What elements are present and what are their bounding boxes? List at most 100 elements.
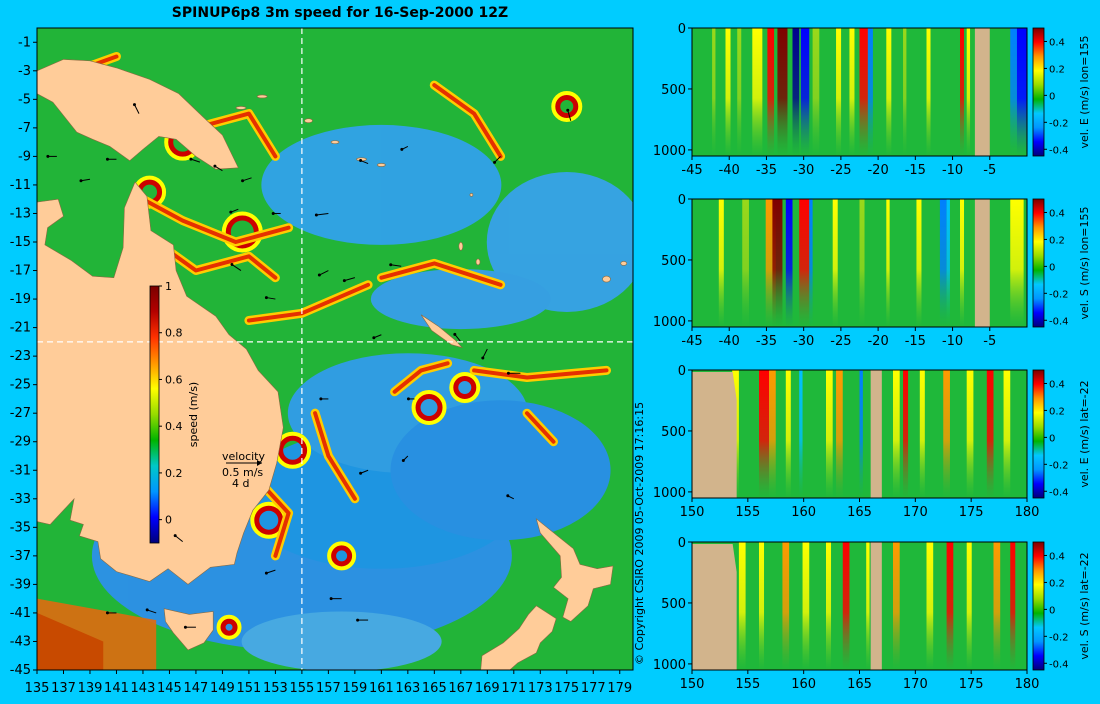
section-field [692, 28, 1027, 156]
section-stripe [785, 370, 791, 498]
section-colorbar-tick-label: 0.4 [1049, 208, 1065, 219]
velocity-arrow [390, 264, 402, 267]
section-stripe [772, 199, 783, 327]
section-x-tick-label: -15 [905, 334, 926, 349]
section-y-tick-label: 0 [678, 364, 686, 379]
map-y-tick-label: -33 [10, 492, 31, 507]
velocity-arrow-head [183, 625, 187, 629]
map-x-tick-label: 177 [581, 681, 606, 696]
land-island [475, 258, 481, 266]
section-colorbar-tick-label: 0.2 [1049, 235, 1065, 246]
map-speed-field [37, 52, 633, 670]
velocity-arrow-head [241, 179, 245, 183]
section-land [974, 28, 990, 156]
section-stripe [926, 28, 931, 156]
section-panels: -45 -40 -35 -30 -25 -20 -15 -10 -5 0 500 1000 0.4 0.2… [653, 22, 1091, 692]
section-y-tick-label: 1000 [653, 315, 686, 330]
section-x-tick-label: -5 [983, 334, 996, 349]
section-colorbar-tick-label: 0.4 [1049, 551, 1065, 562]
current-jet [392, 361, 450, 394]
section-stripe [926, 542, 934, 670]
map-y-tick-label: -29 [10, 435, 31, 450]
section-stripe [777, 28, 788, 156]
section-colorbar [1032, 541, 1045, 671]
section-stripe [886, 199, 890, 327]
eddy-ring [555, 94, 579, 118]
section-x-tick-label: -25 [830, 163, 851, 178]
map-y-tick-label: -13 [10, 206, 31, 221]
section-colorbar-tick-label: 0.4 [1049, 379, 1065, 390]
speed-colorbar-tick-label: 0 [165, 514, 172, 527]
velocity-arrow [80, 178, 91, 182]
velocity-arrow-head [356, 618, 360, 622]
section-stripe [903, 28, 907, 156]
speed-colorbar-tick-label: 0.8 [165, 327, 183, 340]
eddy-ring [453, 376, 477, 400]
map-y-tick-label: -27 [10, 406, 31, 421]
section-stripe [759, 370, 770, 498]
velocity-arrow [454, 334, 462, 343]
velocity-arrow-head [264, 296, 268, 300]
section-colorbar-tick-label: 0 [1049, 91, 1055, 102]
section-colorbar-tick-label: -0.4 [1049, 659, 1069, 670]
current-jet [193, 111, 278, 159]
land-nz-north [535, 517, 614, 622]
section-frame [691, 198, 1028, 328]
section-colorbar [1032, 198, 1045, 328]
section-colorbar-tick-label: -0.4 [1049, 316, 1069, 327]
section-y-tick-label: 1000 [653, 658, 686, 673]
section-colorbar-label: vel. E (m/s) lat=-22 [1078, 380, 1091, 487]
section-x-tick-label: 165 [847, 677, 872, 692]
velocity-arrow-head [145, 608, 149, 612]
map-y-tick-label: -37 [10, 549, 31, 564]
velocity-arrow [344, 277, 356, 282]
land-island [304, 118, 313, 124]
map-y-tick-label: -43 [10, 634, 31, 649]
section-stripe [859, 370, 863, 498]
velocity-arrows [46, 103, 572, 629]
velocity-arrow-head [506, 371, 510, 375]
map-y-tick-label: -7 [18, 121, 31, 136]
velocity-arrow-head [46, 154, 50, 158]
map-land [37, 59, 628, 670]
section-stripe [886, 28, 892, 156]
map-y-tick-label: -1 [18, 35, 31, 50]
map-x-tick-label: 179 [607, 681, 632, 696]
map-x-tick-label: 157 [316, 681, 341, 696]
section-stripe [966, 370, 974, 498]
velocity-arrow-head [329, 597, 333, 601]
velocity-arrow [147, 609, 157, 614]
section-stripe [1010, 199, 1024, 327]
section-colorbar-tick-label: 0.4 [1049, 37, 1065, 48]
velocity-arrow [174, 535, 184, 542]
land-island [620, 261, 628, 266]
section-x-tick-label: -25 [830, 334, 851, 349]
section-panel: -45 -40 -35 -30 -25 -20 -15 -10 -5 0 500 1000 0.4 0.2… [653, 22, 1091, 178]
section-stripe [799, 370, 803, 498]
section-x-tick-label: -45 [681, 163, 702, 178]
map-y-tick-label: -23 [10, 349, 31, 364]
eddy-ring [415, 393, 443, 421]
section-stripe [742, 199, 749, 327]
map-y-tick-label: -35 [10, 520, 31, 535]
map-y-tick-label: -25 [10, 378, 31, 393]
map-x-tick-label: 165 [422, 681, 447, 696]
section-stripe [1010, 542, 1016, 670]
map-x-tick-label: 139 [78, 681, 103, 696]
section-stripe [765, 199, 776, 327]
section-y-tick-label: 500 [661, 425, 686, 440]
map-x-tick-label: 171 [501, 681, 526, 696]
section-colorbar-label: vel. E (m/s) lon=155 [1078, 36, 1091, 149]
velocity-arrow-head [493, 160, 497, 164]
section-stripe [826, 542, 832, 670]
map-high-speed-features [72, 52, 611, 640]
section-stripe [752, 28, 763, 156]
land-new-guinea [37, 59, 239, 170]
current-jet [525, 411, 556, 444]
section-frame [691, 27, 1028, 157]
section-stripe [943, 370, 950, 498]
section-colorbar-tick-label: 0.2 [1049, 578, 1065, 589]
eddy-ring [216, 614, 242, 640]
section-x-tick-label: -45 [681, 334, 702, 349]
map-x-tick-label: 143 [131, 681, 156, 696]
